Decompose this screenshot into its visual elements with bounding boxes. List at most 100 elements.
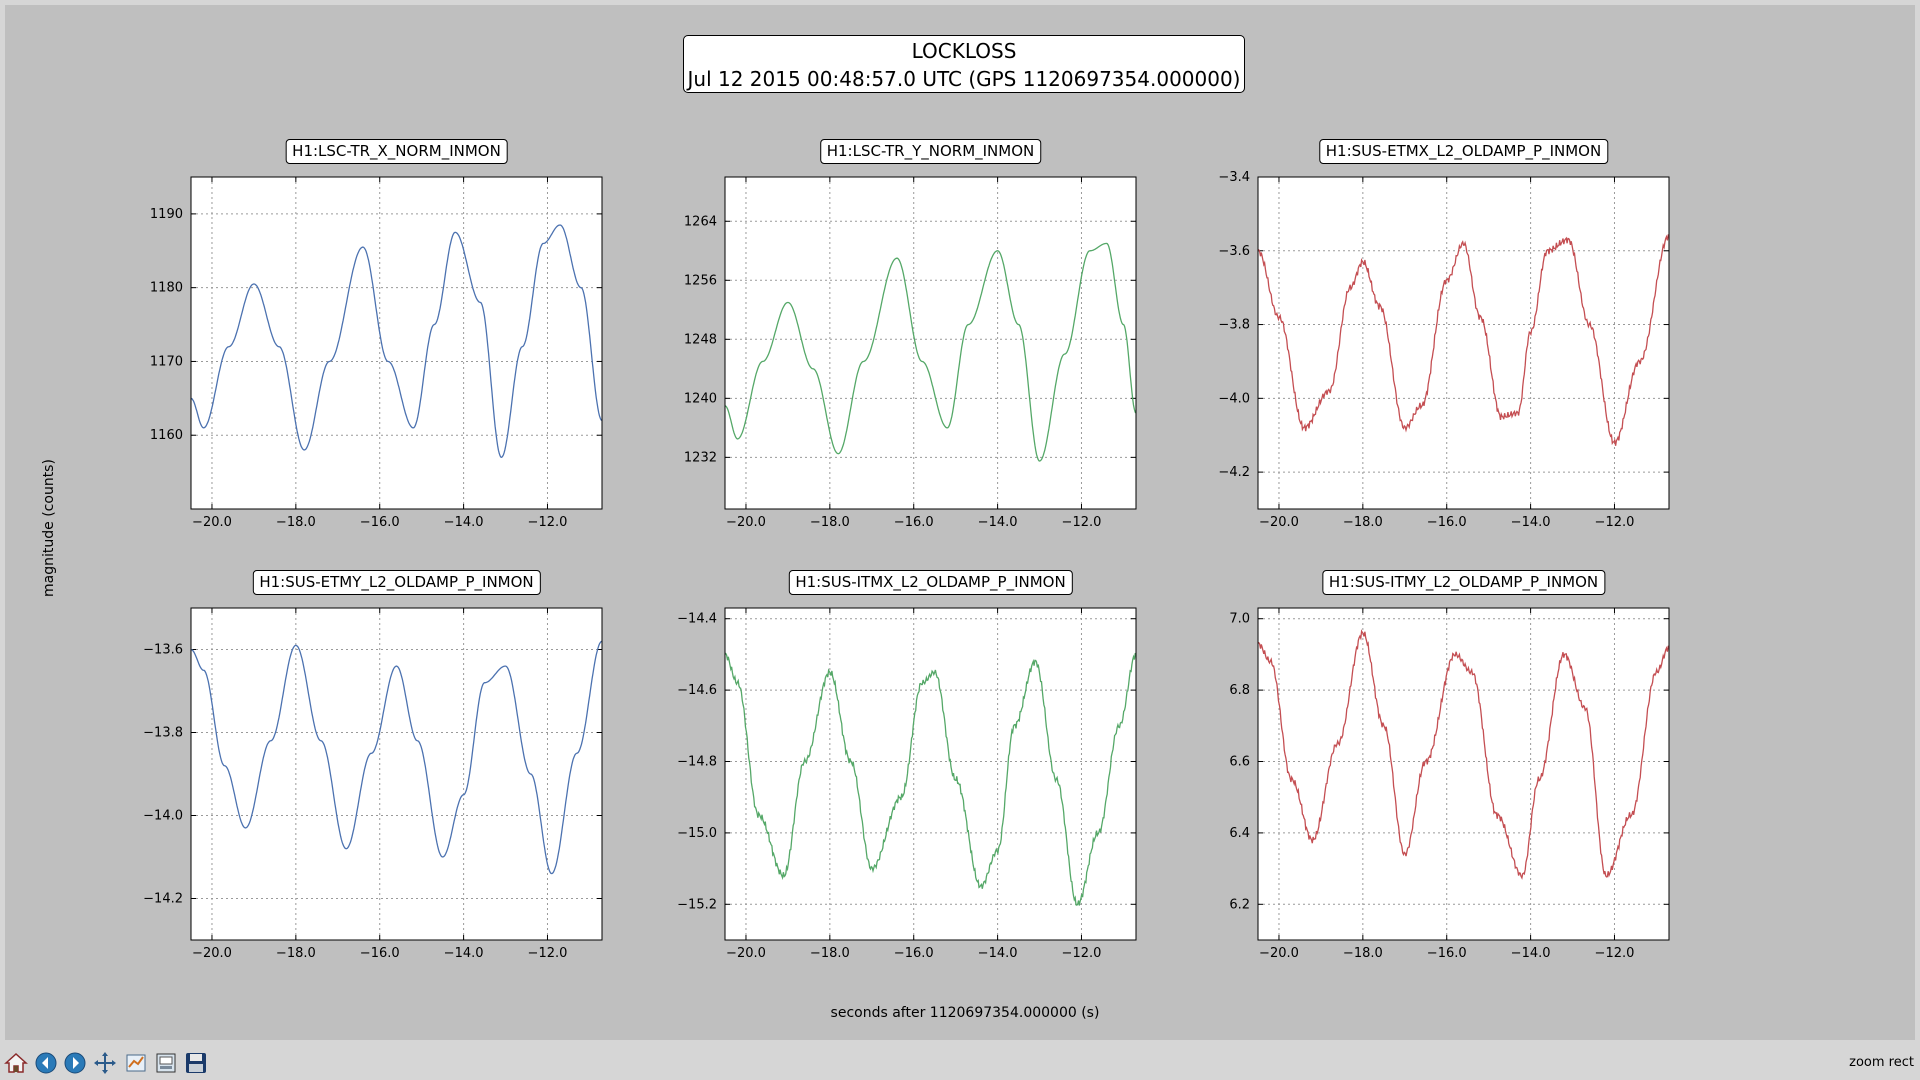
x-tick-label: −20.0 (1259, 515, 1299, 530)
y-tick-label: −14.2 (143, 892, 183, 907)
x-tick-label: −14.0 (978, 515, 1018, 530)
y-tick-label: 1190 (150, 207, 183, 222)
subplot-4[interactable]: −20.0 −18.0 −16.0 −14.0 −12.0 −14.2 −14.0 −13.8… (143, 607, 603, 961)
series-line (725, 242, 1136, 462)
x-tick-label: −16.0 (360, 946, 400, 961)
subplot-title: H1:SUS-ETMY_L2_OLDAMP_P_INMON (252, 570, 541, 595)
x-tick-label: −14.0 (444, 515, 484, 530)
y-tick-label: 6.8 (1229, 683, 1250, 698)
plot-area[interactable] (725, 177, 1136, 509)
figure-canvas[interactable]: −20.0 −18.0 −16.0 −14.0 −12.0 1160 1170 1180 119… (5, 5, 1915, 1040)
subplot-2[interactable]: −20.0 −18.0 −16.0 −14.0 −12.0 1232 1240 1248 125… (684, 176, 1137, 530)
subplots-icon[interactable] (122, 1049, 150, 1077)
subplot-3[interactable]: −20.0 −18.0 −16.0 −14.0 −12.0 −4.2 −4.0 −3.8 −3.… (1218, 170, 1670, 530)
subplot-title: H1:LSC-TR_X_NORM_INMON (285, 139, 508, 164)
y-tick-label: −3.8 (1218, 318, 1250, 333)
y-tick-label: 1232 (684, 450, 717, 465)
x-tick-label: −14.0 (978, 946, 1018, 961)
x-tick-label: −14.0 (444, 946, 484, 961)
axes-frame (1257, 607, 1670, 941)
x-tick-label: −18.0 (276, 946, 316, 961)
y-tick-label: −14.6 (677, 683, 717, 698)
y-tick-label: 1170 (150, 354, 183, 369)
series-line (725, 652, 1136, 906)
y-tick-label: −15.2 (677, 897, 717, 912)
x-tick-label: −12.0 (1595, 946, 1635, 961)
forward-icon[interactable] (61, 1049, 89, 1077)
axes-frame (724, 176, 1137, 510)
x-tick-label: −14.0 (1511, 515, 1551, 530)
x-tick-label: −12.0 (528, 946, 568, 961)
x-tick-label: −16.0 (894, 946, 934, 961)
y-tick-label: −3.6 (1218, 244, 1250, 259)
y-tick-label: −13.8 (143, 726, 183, 741)
axes-frame (190, 607, 603, 941)
subplots-svg[interactable]: −20.0 −18.0 −16.0 −14.0 −12.0 1160 1170 1180 119… (5, 5, 1915, 1040)
x-tick-label: −20.0 (192, 515, 232, 530)
home-icon[interactable] (2, 1049, 30, 1077)
y-tick-label: −14.0 (143, 809, 183, 824)
x-tick-label: −12.0 (1595, 515, 1635, 530)
x-axis-label: seconds after 1120697354.000000 (s) (830, 1005, 1100, 1021)
navigation-toolbar: zoom rect (0, 1045, 1920, 1080)
subplot-title: H1:SUS-ITMY_L2_OLDAMP_P_INMON (1321, 570, 1606, 595)
y-tick-label: −14.8 (677, 755, 717, 770)
y-tick-label: −4.0 (1218, 391, 1250, 406)
x-tick-label: −18.0 (1343, 515, 1383, 530)
plot-area[interactable] (1258, 177, 1669, 509)
subplot-title: H1:LSC-TR_Y_NORM_INMON (819, 139, 1042, 164)
x-tick-label: −18.0 (1343, 946, 1383, 961)
x-tick-label: −16.0 (1427, 946, 1467, 961)
plot-area[interactable] (725, 608, 1136, 940)
plot-area[interactable] (191, 177, 602, 509)
y-tick-label: 6.6 (1229, 755, 1250, 770)
axes-frame (1257, 176, 1670, 510)
x-tick-label: −16.0 (360, 515, 400, 530)
save-icon[interactable] (182, 1049, 210, 1077)
series-line (1258, 234, 1669, 446)
plot-area[interactable] (191, 608, 602, 940)
y-tick-label: 6.2 (1229, 897, 1250, 912)
y-tick-label: 1180 (150, 281, 183, 296)
x-tick-label: −14.0 (1511, 946, 1551, 961)
y-tick-label: 6.4 (1229, 826, 1250, 841)
edit-icon[interactable] (152, 1049, 180, 1077)
subplot-6[interactable]: −20.0 −18.0 −16.0 −14.0 −12.0 6.2 6.4 6.6 6.8 7.0 (1229, 607, 1670, 961)
axes-frame (724, 607, 1137, 941)
series-line (191, 224, 602, 458)
subplot-1[interactable]: −20.0 −18.0 −16.0 −14.0 −12.0 1160 1170 1180 119… (150, 176, 603, 530)
y-tick-label: 1264 (684, 214, 717, 229)
y-tick-label: 1240 (684, 391, 717, 406)
plot-area[interactable] (1258, 608, 1669, 940)
x-tick-label: −18.0 (810, 946, 850, 961)
subplot-title: H1:SUS-ITMX_L2_OLDAMP_P_INMON (788, 570, 1073, 595)
x-tick-label: −20.0 (192, 946, 232, 961)
y-tick-label: −4.2 (1218, 465, 1250, 480)
x-tick-label: −18.0 (810, 515, 850, 530)
x-tick-label: −12.0 (1062, 515, 1102, 530)
x-tick-label: −20.0 (726, 946, 766, 961)
x-tick-label: −20.0 (726, 515, 766, 530)
y-tick-label: 1256 (684, 273, 717, 288)
pan-icon[interactable] (91, 1049, 119, 1077)
y-tick-label: 1160 (150, 428, 183, 443)
x-tick-label: −18.0 (276, 515, 316, 530)
series-line (1258, 629, 1669, 880)
y-axis-label: magnitude (counts) (41, 459, 57, 597)
y-tick-label: −3.4 (1218, 170, 1250, 185)
subplot-5[interactable]: −20.0 −18.0 −16.0 −14.0 −12.0 −15.2 −15.0 −14.8… (677, 607, 1137, 961)
series-line (191, 640, 602, 875)
figure-title-line1: LOCKLOSS (911, 39, 1017, 63)
x-tick-label: −20.0 (1259, 946, 1299, 961)
axes-frame (190, 176, 603, 510)
x-tick-label: −16.0 (1427, 515, 1467, 530)
back-icon[interactable] (32, 1049, 60, 1077)
y-tick-label: −13.6 (143, 643, 183, 658)
y-tick-label: 7.0 (1229, 612, 1250, 627)
figure-title-line2: Jul 12 2015 00:48:57.0 UTC (GPS 11206973… (687, 67, 1241, 91)
x-tick-label: −16.0 (894, 515, 934, 530)
y-tick-label: −14.4 (677, 612, 717, 627)
x-tick-label: −12.0 (1062, 946, 1102, 961)
y-tick-label: 1248 (684, 332, 717, 347)
status-text: zoom rect (1849, 1055, 1914, 1070)
